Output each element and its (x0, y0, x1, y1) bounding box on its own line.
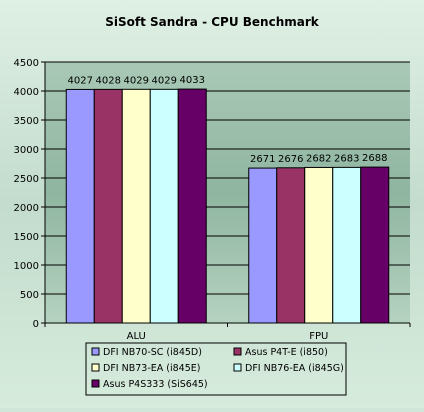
bar (93, 88, 123, 324)
y-tick-label: 0 (33, 319, 39, 330)
bar (304, 166, 334, 324)
x-category-label: ALU (127, 331, 146, 342)
y-tick-label: 4500 (14, 58, 39, 69)
bar (121, 88, 151, 324)
axes: 0 500 1000 1500 2000 2500 3000 3500 4000 4500 ALU F… (14, 58, 411, 342)
y-tick-label: 1000 (14, 261, 39, 272)
bar (360, 166, 390, 324)
bar (248, 167, 278, 324)
data-label: 2683 (334, 153, 359, 164)
bar (149, 88, 179, 324)
y-tick-label: 4000 (14, 87, 39, 98)
bar (276, 167, 306, 324)
legend-swatch (91, 347, 100, 356)
data-label: 4033 (180, 75, 205, 86)
y-tick-label: 3500 (14, 116, 39, 127)
legend-label: DFI NB76-EA (i845G) (245, 363, 344, 374)
legend-swatch (233, 347, 242, 356)
bar (65, 88, 95, 324)
y-tick-label: 2500 (14, 174, 39, 185)
bars (65, 88, 390, 324)
legend-swatch (91, 379, 100, 388)
bar (177, 88, 207, 324)
legend-label: DFI NB70-SC (i845D) (103, 347, 202, 358)
data-label: 2688 (362, 153, 387, 164)
data-label: 4028 (96, 75, 121, 86)
data-label: 2676 (278, 154, 303, 165)
y-tick-label: 500 (20, 290, 39, 301)
legend-label: Asus P4T-E (i850) (245, 347, 328, 358)
x-category-label: FPU (309, 331, 328, 342)
legend-swatch (233, 363, 242, 372)
legend: DFI NB70-SC (i845D) Asus P4T-E (i850) DFI … (85, 342, 347, 396)
legend-swatch (91, 363, 100, 372)
data-label: 4027 (68, 75, 93, 86)
legend-box (85, 342, 347, 396)
y-tick-label: 1500 (14, 232, 39, 243)
chart-title: SiSoft Sandra - CPU Benchmark (105, 15, 320, 29)
bar (332, 166, 362, 324)
legend-label: Asus P4S333 (SiS645) (103, 379, 208, 390)
data-label: 2682 (306, 153, 331, 164)
data-label: 4029 (124, 75, 149, 86)
y-tick-label: 3000 (14, 145, 39, 156)
y-tick-label: 2000 (14, 203, 39, 214)
data-label: 2671 (250, 154, 275, 165)
data-label: 4029 (152, 75, 177, 86)
legend-label: DFI NB73-EA (i845E) (103, 363, 200, 374)
